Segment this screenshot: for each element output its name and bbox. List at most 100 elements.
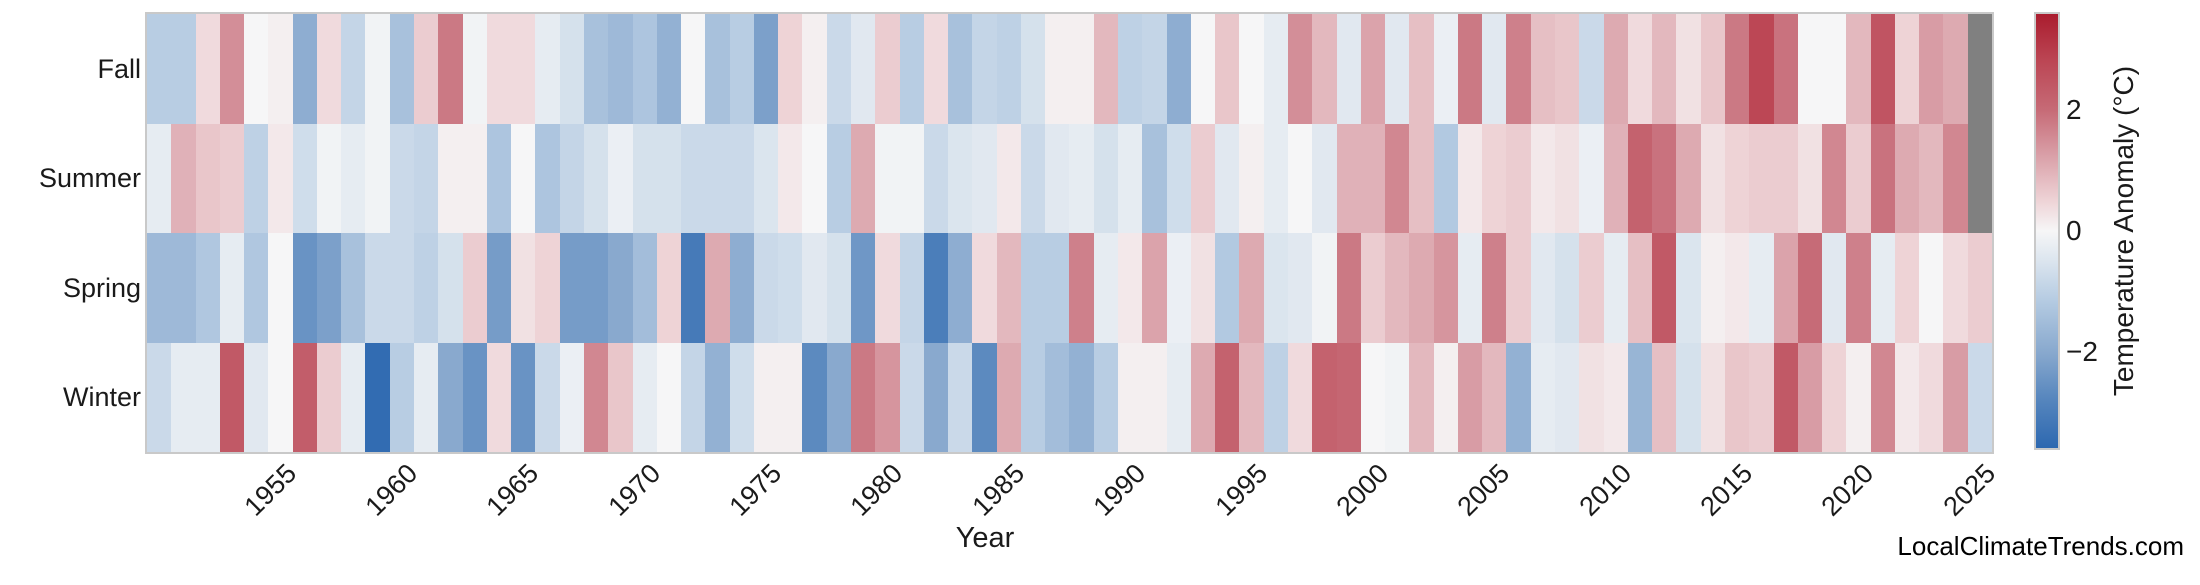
heatmap-cell [656,14,682,124]
heatmap-cell [1190,233,1216,343]
heatmap-cell [268,233,293,343]
heatmap-cell [899,123,924,233]
heatmap-cell [1919,14,1944,124]
heatmap-cell [1676,233,1701,343]
heatmap-cell [1555,342,1580,452]
heatmap-cell [875,342,900,452]
heatmap-cell [802,123,827,233]
heatmap-cell [1287,342,1313,452]
heatmap-cell [268,123,293,233]
heatmap-cell [1773,233,1798,343]
heatmap-cell [972,233,997,343]
heatmap-cell [632,342,657,452]
heatmap-cell [1360,123,1386,233]
heatmap-cell [1093,233,1119,343]
heatmap-cell [559,233,584,343]
heatmap-cell [1239,342,1264,452]
heatmap-cell [1797,123,1823,233]
heatmap-cell [1093,123,1119,233]
heatmap-cell [923,123,949,233]
heatmap-cell [1870,233,1895,343]
heatmap-cell [851,233,876,343]
heatmap-cell [171,123,196,233]
heatmap-cell [1676,123,1701,233]
row-label-winter: Winter [62,382,141,413]
heatmap-cell [219,14,245,124]
heatmap-cell [1967,123,1992,233]
heatmap-cell [268,342,293,452]
heatmap-cell [1166,14,1191,124]
heatmap-cell [1482,342,1507,452]
heatmap-cell [753,14,779,124]
heatmap-cell [389,342,415,452]
heatmap-cell [1749,342,1774,452]
heatmap-cell [1822,233,1847,343]
heatmap-cell [147,14,172,124]
heatmap-cell [1215,233,1240,343]
heatmap-cell [1482,233,1507,343]
heatmap-cell [1579,123,1604,233]
heatmap-cell [1312,14,1337,124]
heatmap-cell [1118,233,1143,343]
heatmap-cell [1045,123,1070,233]
heatmap-cell [1846,342,1871,452]
heatmap-cell [1676,14,1701,124]
heatmap-cell [583,342,609,452]
heatmap-cell [1239,14,1264,124]
heatmap-cell [1433,123,1458,233]
heatmap-cell [1360,14,1386,124]
heatmap-cell [462,123,487,233]
heatmap-cell [1894,233,1920,343]
heatmap-cell [729,342,754,452]
heatmap-cell [1118,123,1143,233]
heatmap-cell [656,123,682,233]
heatmap-cell [1263,14,1288,124]
heatmap-cell [1118,14,1143,124]
heatmap-cell [316,342,342,452]
heatmap-cell [1506,233,1531,343]
heatmap-cell [1287,14,1313,124]
heatmap-cell [1870,14,1895,124]
colorbar-tick-label: 0 [2066,215,2082,246]
heatmap-cell [195,123,220,233]
heatmap-cell [1894,14,1920,124]
heatmap-cell [511,14,536,124]
heatmap-cell [486,14,512,124]
heatmap-cell [1579,14,1604,124]
heatmap-cell [1190,14,1216,124]
x-tick-label: 2000 [1330,458,1395,522]
heatmap-cell [875,14,900,124]
heatmap-cell [1676,342,1701,452]
x-tick-label: 1990 [1087,458,1152,522]
heatmap-cell [583,14,609,124]
heatmap-cell [1409,342,1434,452]
x-tick-label: 2015 [1694,458,1759,522]
heatmap-cell [511,123,536,233]
heatmap-cell [1652,233,1677,343]
heatmap-cell [244,342,269,452]
heatmap-cell [1773,14,1798,124]
heatmap-cell [1797,233,1823,343]
heatmap-cell [195,14,220,124]
heatmap-cell [1724,123,1750,233]
heatmap-cell [1020,342,1046,452]
x-tick-label: 1985 [966,458,1031,522]
heatmap-cell [705,123,730,233]
heatmap-cell [1385,14,1410,124]
x-tick-label: 1960 [359,458,424,522]
heatmap-cell [1142,233,1167,343]
heatmap-cell [948,342,973,452]
heatmap-cell [559,123,584,233]
x-tick-label: 1970 [602,458,666,522]
heatmap-cell [1287,123,1313,233]
heatmap-cell [1215,14,1240,124]
heatmap-cell [1045,233,1070,343]
heatmap-cell [1312,123,1337,233]
heatmap-cell [1190,123,1216,233]
heatmap-cell [1652,14,1677,124]
heatmap-cell [753,123,779,233]
heatmap-cell [1555,233,1580,343]
heatmap-cell [535,233,560,343]
heatmap-cell [1627,14,1653,124]
heatmap-cell [778,123,803,233]
